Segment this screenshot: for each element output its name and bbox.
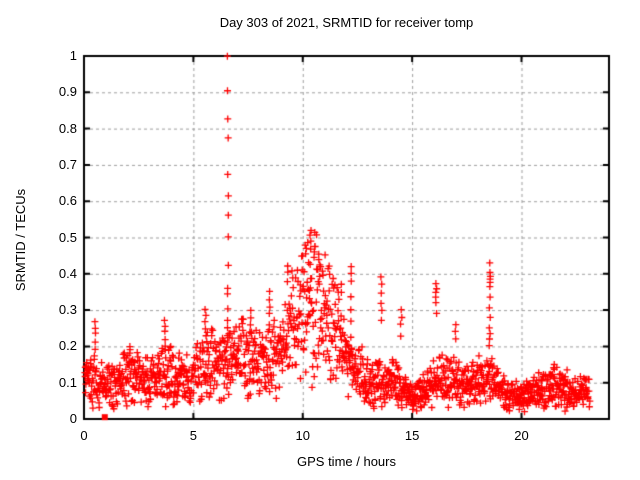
chart-title: Day 303 of 2021, SRMTID for receiver tom…: [219, 15, 474, 30]
y-tick-label: 0.5: [58, 229, 77, 245]
y-tick-label: 0.8: [58, 120, 77, 136]
x-tick-label: 0: [80, 428, 88, 443]
y-tick-label: 0.6: [58, 193, 77, 209]
y-tick-label: 1: [69, 48, 77, 63]
x-tick-label: 20: [514, 428, 529, 443]
y-tick-label: 0.3: [58, 302, 77, 318]
x-axis-label: GPS time / hours: [297, 454, 396, 469]
y-tick-label: 0.4: [58, 265, 77, 281]
y-tick-label: 0: [69, 411, 77, 426]
x-tick-label: 5: [189, 428, 197, 443]
y-tick-label: 0.9: [58, 84, 77, 100]
x-tick-label: 10: [295, 428, 310, 443]
y-tick-label: 0.1: [58, 374, 77, 390]
y-tick-label: 0.2: [58, 338, 77, 354]
y-tick-label: 0.7: [58, 156, 77, 172]
x-tick-label: 15: [404, 428, 420, 443]
